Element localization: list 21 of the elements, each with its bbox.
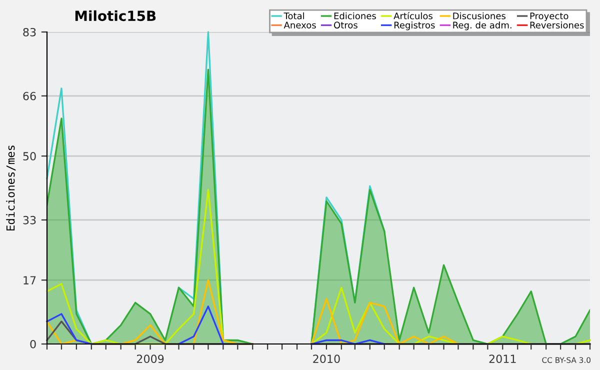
legend-label: Otros [334,22,358,28]
legend-label: Registros [394,22,435,30]
y-axis-title: Ediciones/mes [6,146,16,230]
legend-label: Artículos [394,12,432,20]
x-tick-label: 2009 [136,354,164,364]
y-tick-label: 33 [23,216,36,224]
chart-title: Milotic15B [75,10,156,22]
legend-label: Reversiones [530,22,584,28]
legend-label: Total [284,12,304,20]
x-tick-label: 2011 [489,354,516,364]
legend-label: Proyecto [530,12,568,22]
y-tick-label: 50 [23,152,36,160]
y-tick-label: 83 [23,28,36,36]
y-tick-label: 0 [30,340,36,348]
legend-label: Ediciones [334,12,376,20]
legend-label: Anexos [284,22,316,28]
y-tick-label: 17 [24,276,36,284]
legend-label: Discusiones [453,12,506,20]
y-tick-label: 66 [23,92,36,100]
x-tick-label: 2010 [313,354,340,364]
legend-label: Reg. de adm. [453,22,512,30]
